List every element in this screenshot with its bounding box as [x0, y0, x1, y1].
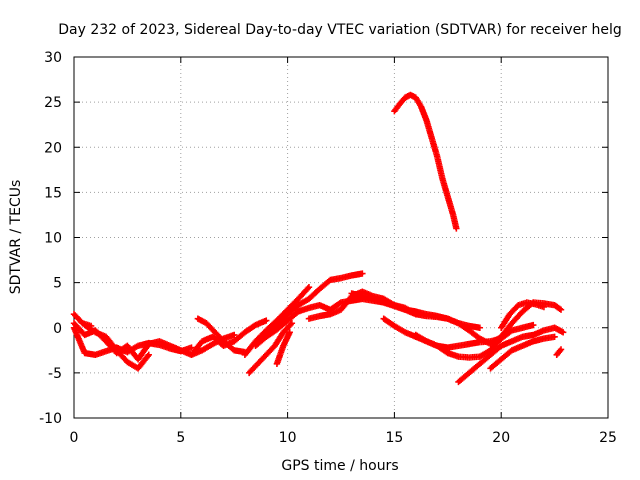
axis-ticks: 0 5 10 15 20 25 -10 -5 0 5 10 15 20 25 30: [39, 50, 617, 446]
x-tick-label: 10: [279, 430, 297, 446]
x-tick-label: 5: [176, 430, 185, 446]
data-point: [287, 321, 294, 328]
y-tick-label: 15: [44, 185, 62, 201]
data-series-s20: [391, 91, 460, 232]
data-point: [476, 324, 484, 331]
data-point: [559, 329, 567, 336]
data-series-s15: [412, 321, 537, 351]
x-tick-label: 15: [385, 430, 403, 446]
data-series-s4: [81, 321, 152, 372]
chart-title: Day 232 of 2023, Sidereal Day-to-day VTE…: [58, 22, 621, 38]
data-point: [288, 320, 296, 327]
data-point: [557, 346, 565, 353]
data-series-s8: [241, 283, 313, 359]
data-series-s6: [194, 315, 249, 356]
data-series-s19: [553, 346, 565, 359]
data-point: [305, 283, 313, 291]
data-point: [557, 306, 565, 313]
x-tick-label: 25: [599, 430, 617, 446]
data-series-s10: [273, 329, 293, 368]
data-point: [540, 303, 548, 311]
y-tick-label: 30: [44, 50, 62, 66]
y-tick-label: 5: [53, 276, 62, 292]
y-axis-label: SDTVAR / TECUs: [8, 180, 24, 295]
data-series-s17: [487, 333, 558, 372]
data-point: [188, 344, 195, 351]
y-tick-label: 0: [53, 321, 62, 337]
data-point: [231, 331, 238, 339]
data-point: [551, 333, 558, 340]
y-tick-label: -10: [39, 411, 62, 427]
data-point: [530, 321, 537, 329]
data-point: [359, 270, 366, 277]
y-tick-label: 20: [44, 140, 62, 156]
y-tick-label: 25: [44, 95, 62, 111]
data-series-s16: [455, 324, 567, 386]
x-axis-label: GPS time / hours: [281, 458, 398, 474]
data-series-s2: [70, 324, 195, 359]
x-tick-label: 0: [70, 430, 79, 446]
data-point: [286, 329, 293, 336]
data-point: [304, 285, 311, 292]
data-point: [453, 225, 460, 232]
x-tick-label: 20: [492, 430, 510, 446]
data-series-s18: [498, 299, 548, 331]
data-point: [263, 317, 270, 324]
y-tick-label: 10: [44, 231, 62, 247]
y-tick-label: -5: [48, 366, 62, 382]
data-points: [70, 91, 567, 386]
data-point: [145, 351, 152, 359]
data-series-s7: [245, 320, 296, 377]
data-point: [556, 305, 563, 312]
